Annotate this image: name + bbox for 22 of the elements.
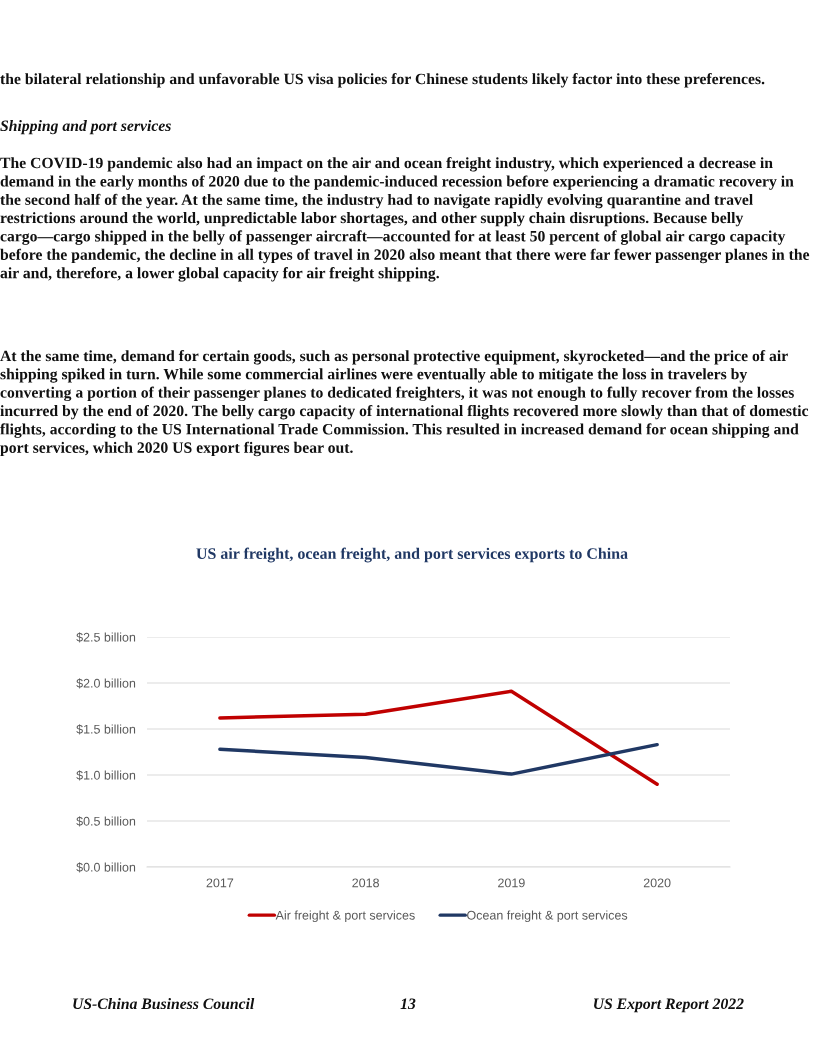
x-tick-label: 2020 <box>643 878 671 888</box>
x-tick-label: 2019 <box>498 878 525 888</box>
x-tick-label: 2017 <box>206 878 234 888</box>
y-tick-label: $1.5 billion <box>76 724 136 735</box>
x-tick-label: 2018 <box>352 878 379 888</box>
text: US-China Business Council <box>73 998 255 1010</box>
y-tick-label: $0.0 billion <box>76 862 136 873</box>
line-series <box>218 742 659 776</box>
text: At the same time, demand for certain goods, such as personal protective equipment, skyrocketed—and the price of air shipping spiked in turn. While some commercial airlines were eventually able to mitigate the loss in travelers by converting a portion of their passenger planes to dedicated freighters, it was not enough to fully recover from the losses incurred by the end of 2020. The belly cargo capacity of international flights recovered more slowly than that of domestic flights, according to the US International Trade Commission. This resulted in increased demand for ocean shipping and port services, which 2020 US export figures bear out. <box>0 350 809 457</box>
legend-label: Ocean freight & port services <box>467 910 628 923</box>
y-tick-label: $2.5 billion <box>76 632 136 643</box>
legend-label: Air freight & port services <box>275 910 415 923</box>
text: The COVID-19 pandemic also had an impact on the air and ocean freight industry, which experienced a decrease in demand in the early months of 2020 due to the pandemic-induced recession before experiencing a dramatic recovery in the second half of the year. At the same time, the industry had to navigate rapidly evolving quarantine and travel restrictions around the world, unpredictable labor shortages, and other supply chain disruptions. Because belly cargo—cargo shipped in the belly of passenger aircraft—accounted for at least 50 percent of global air cargo capacity before the pandemic, the decline in all types of travel in 2020 also meant that there were far fewer passenger planes in the air and, therefore, a lower global capacity for air freight shipping. <box>0 157 810 282</box>
y-tick-label: $1.0 billion <box>76 770 136 781</box>
text: Shipping and port services <box>0 120 171 135</box>
line-series <box>218 689 659 786</box>
text: 13 <box>400 998 416 1010</box>
text: US Export Report 2022 <box>593 998 744 1013</box>
y-tick-label: $0.5 billion <box>76 816 136 827</box>
text: the bilateral relationship and unfavorable US visa policies for Chinese students likely factor into these preferences. <box>0 73 765 88</box>
y-tick-label: $2.0 billion <box>76 678 136 689</box>
chart-title: US air freight, ocean freight, and port services exports to China <box>196 547 628 563</box>
